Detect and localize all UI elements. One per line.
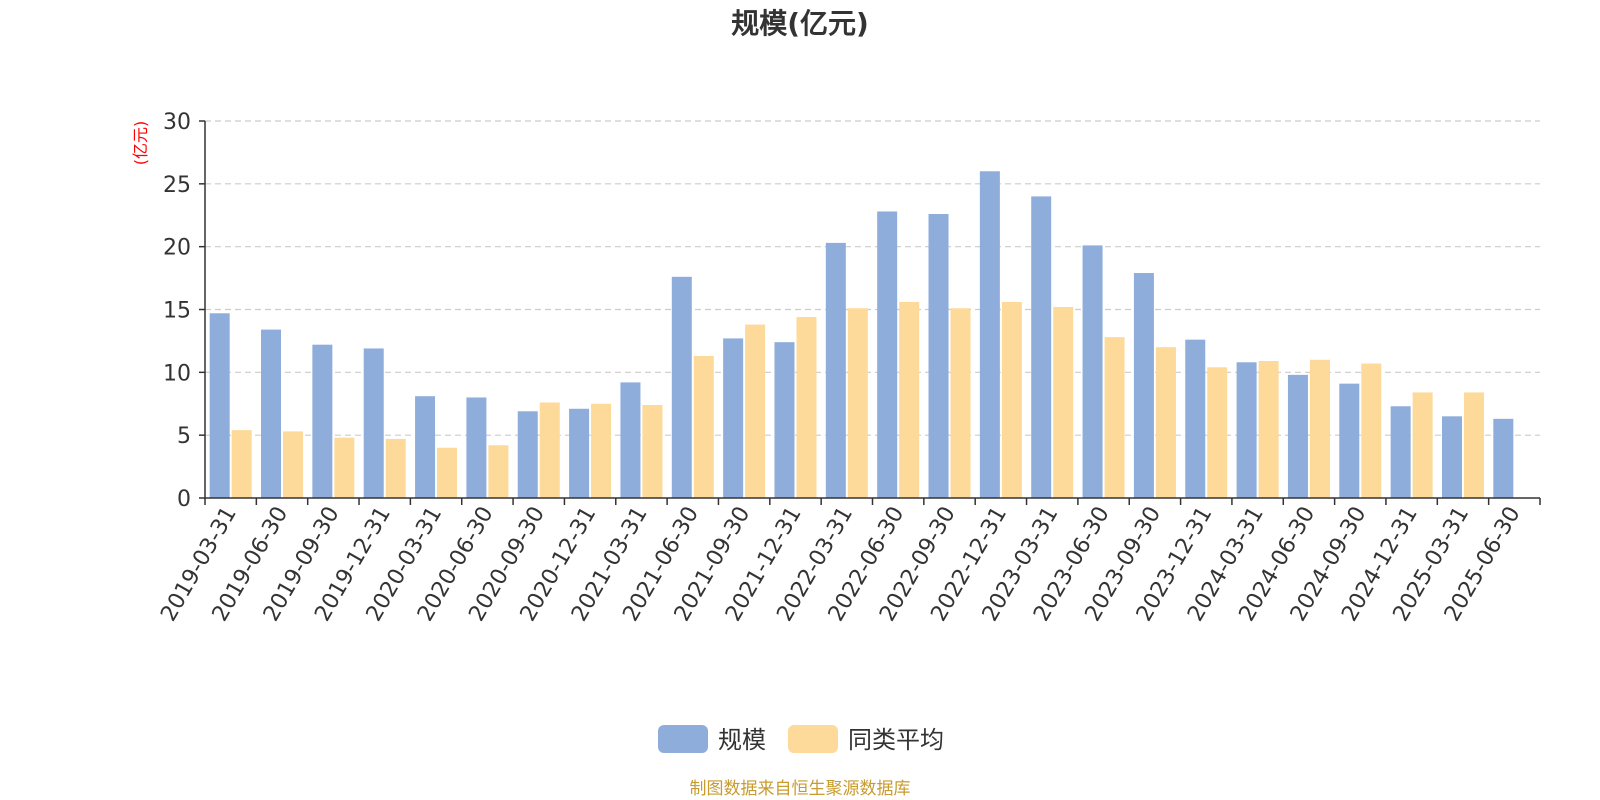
legend-label[interactable]: 同类平均: [848, 726, 944, 754]
bar-scale[interactable]: [1082, 245, 1103, 498]
bar-scale[interactable]: [1133, 273, 1154, 498]
bar-scale[interactable]: [261, 329, 282, 498]
bar-peer-average[interactable]: [1155, 347, 1176, 498]
bar-peer-average[interactable]: [693, 355, 714, 498]
bar-scale[interactable]: [415, 396, 436, 498]
bar-peer-average[interactable]: [1053, 306, 1074, 498]
bar-peer-average[interactable]: [1463, 392, 1484, 498]
bar-scale[interactable]: [1441, 416, 1462, 498]
bar-scale[interactable]: [363, 348, 384, 498]
bar-peer-average[interactable]: [231, 430, 252, 498]
bar-scale[interactable]: [466, 397, 487, 498]
bar-scale[interactable]: [209, 313, 230, 498]
y-tick-label: 10: [163, 361, 191, 386]
y-tick-label: 5: [177, 424, 191, 449]
bar-peer-average[interactable]: [745, 324, 766, 498]
bar-peer-average[interactable]: [591, 403, 612, 498]
data-source-note: 制图数据来自恒生聚源数据库: [690, 779, 911, 799]
bar-peer-average[interactable]: [437, 447, 458, 498]
bar-scale[interactable]: [825, 242, 846, 498]
bar-peer-average[interactable]: [1309, 359, 1330, 498]
bar-peer-average[interactable]: [1258, 361, 1279, 498]
bar-peer-average[interactable]: [950, 308, 971, 498]
bar-scale[interactable]: [312, 344, 333, 498]
bar-peer-average[interactable]: [1207, 367, 1228, 498]
bar-peer-average[interactable]: [539, 402, 560, 498]
legend-swatch[interactable]: [658, 725, 708, 753]
bar-peer-average[interactable]: [899, 301, 920, 498]
bar-scale[interactable]: [1287, 374, 1308, 498]
bar-peer-average[interactable]: [1361, 363, 1382, 498]
y-tick-label: 30: [163, 110, 191, 135]
bar-peer-average[interactable]: [385, 438, 406, 498]
bar-scale[interactable]: [671, 276, 692, 498]
bar-scale[interactable]: [877, 211, 898, 499]
bar-scale[interactable]: [569, 408, 590, 498]
y-axis-label: (亿元): [131, 121, 150, 166]
bar-scale[interactable]: [517, 411, 538, 498]
bar-peer-average[interactable]: [1001, 301, 1022, 498]
bar-peer-average[interactable]: [488, 445, 509, 498]
bar-peer-average[interactable]: [796, 317, 817, 498]
bar-scale[interactable]: [979, 171, 1000, 498]
bar-peer-average[interactable]: [334, 437, 355, 498]
bar-peer-average[interactable]: [1104, 337, 1125, 498]
bar-peer-average[interactable]: [283, 431, 304, 498]
legend-label[interactable]: 规模: [718, 726, 766, 754]
bar-scale[interactable]: [1185, 339, 1206, 498]
bar-scale[interactable]: [723, 338, 744, 498]
bar-peer-average[interactable]: [642, 405, 663, 498]
bar-scale[interactable]: [928, 213, 949, 498]
bar-scale[interactable]: [1390, 406, 1411, 498]
bar-peer-average[interactable]: [847, 308, 868, 498]
bar-scale[interactable]: [620, 382, 641, 498]
y-tick-label: 0: [177, 487, 191, 512]
bar-scale[interactable]: [1493, 418, 1514, 498]
y-tick-label: 25: [163, 173, 191, 198]
y-tick-label: 15: [163, 299, 191, 324]
legend[interactable]: 规模 同类平均: [658, 725, 944, 754]
bar-scale[interactable]: [1339, 383, 1360, 498]
bar-scale[interactable]: [1031, 196, 1052, 498]
chart-title: 规模(亿元): [731, 7, 869, 40]
y-tick-label: 20: [163, 236, 191, 261]
bar-peer-average[interactable]: [1412, 392, 1433, 498]
bar-scale[interactable]: [1236, 362, 1257, 498]
bars: [209, 171, 1514, 499]
legend-swatch[interactable]: [788, 725, 838, 753]
bar-scale[interactable]: [774, 342, 795, 498]
axes: [199, 120, 1541, 505]
